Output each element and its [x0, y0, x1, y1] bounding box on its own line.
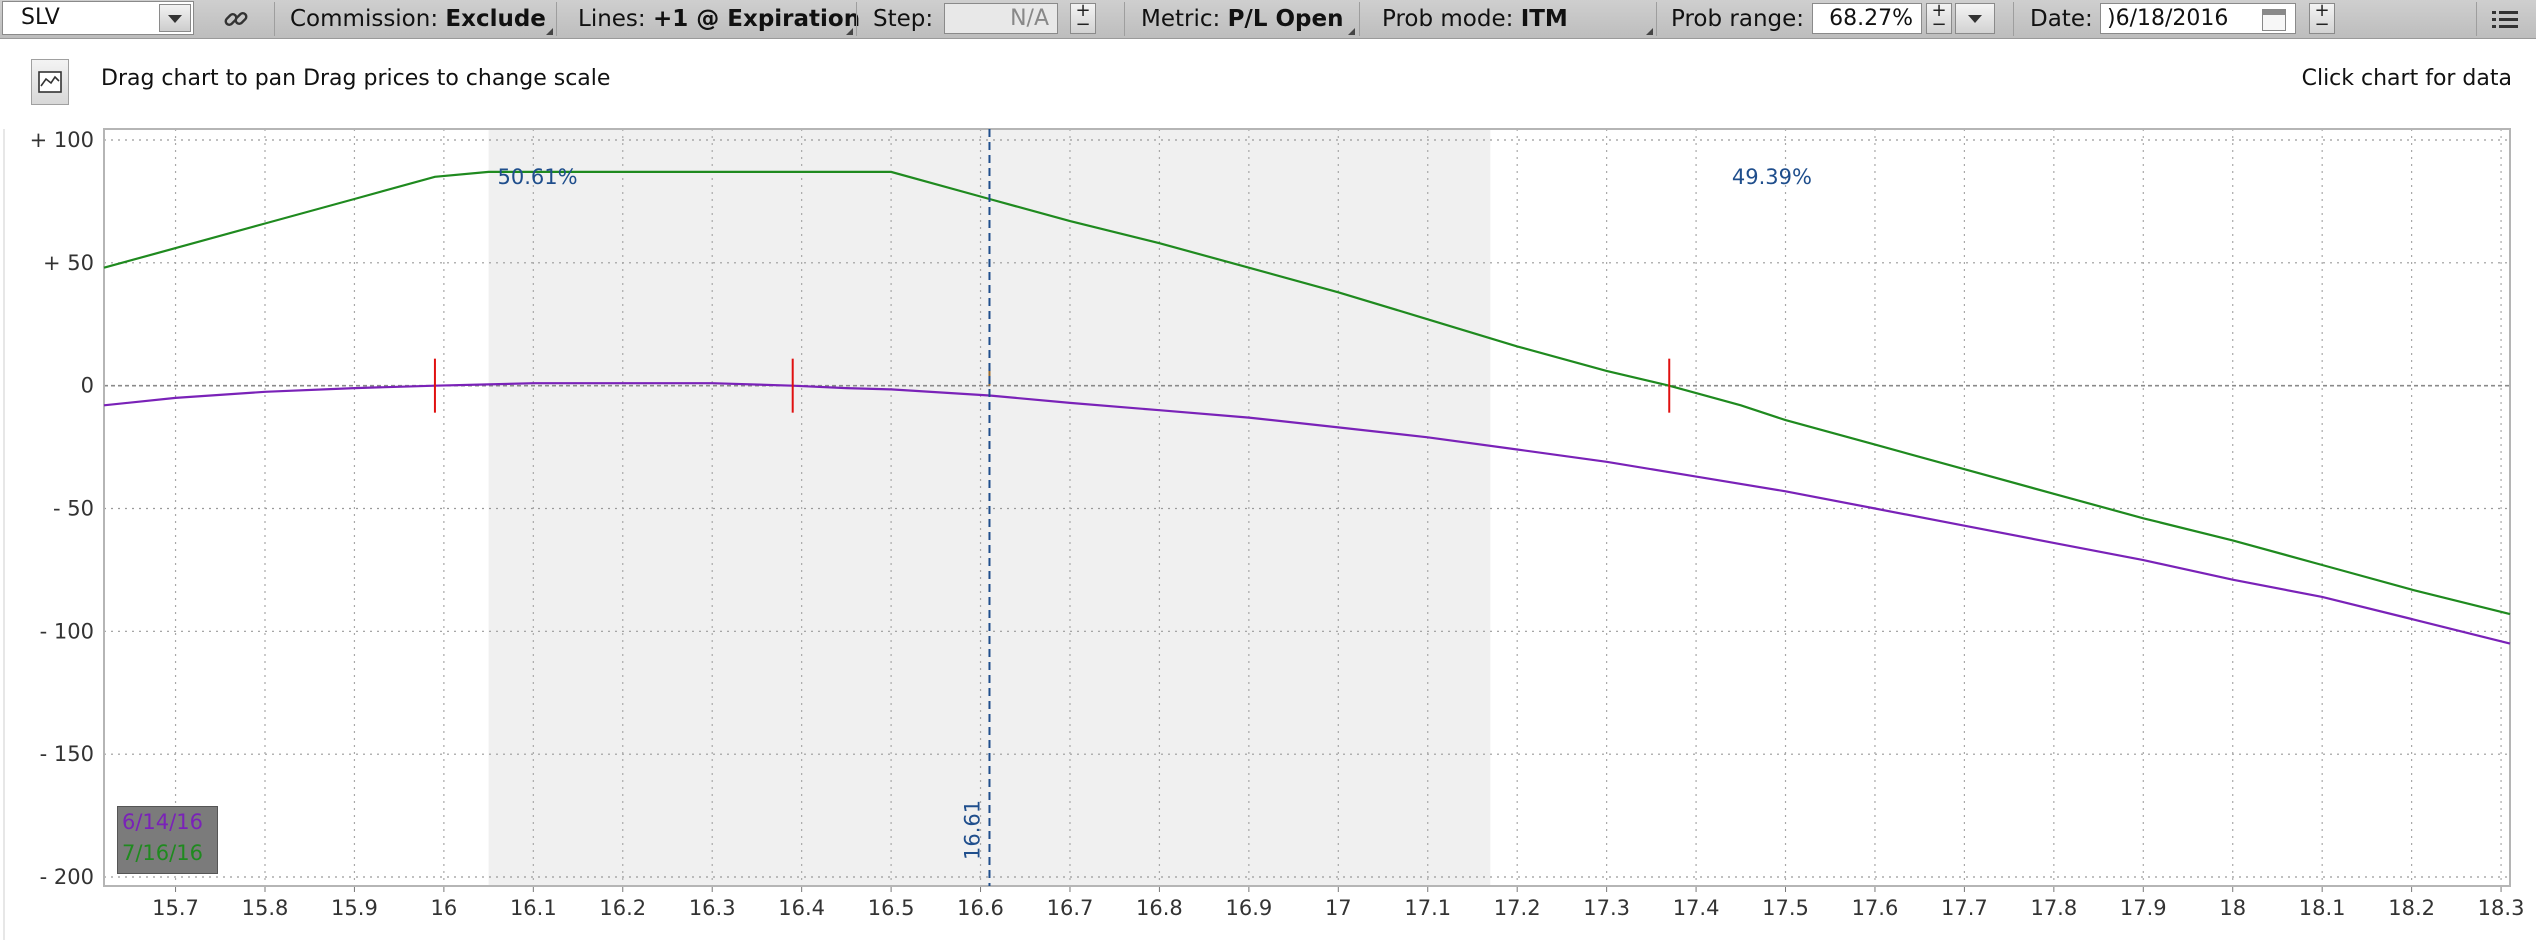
x-tick-label: 17.3: [1583, 896, 1630, 920]
symbol-dropdown-button[interactable]: [159, 4, 191, 32]
x-tick-label: 18.2: [2388, 896, 2435, 920]
y-tick-label: - 150: [40, 742, 94, 766]
calendar-icon[interactable]: [2262, 9, 2286, 31]
link-icon: [224, 12, 248, 26]
date-stepper[interactable]: + −: [2309, 2, 2335, 34]
x-tick-label: 17.7: [1941, 896, 1988, 920]
y-tick-label: - 50: [53, 497, 94, 521]
x-tick-label: 17.9: [2120, 896, 2167, 920]
series-line-1: [103, 382, 2511, 645]
click-chart-hint: Click chart for data: [2301, 66, 2512, 91]
chart-icon: [38, 71, 62, 93]
y-tick-label: - 200: [40, 865, 94, 889]
chart-view-button[interactable]: [31, 59, 69, 105]
x-tick-label: 15.8: [242, 896, 289, 920]
date-label: Date:: [2030, 6, 2093, 32]
x-tick-label: 18: [2219, 896, 2246, 920]
probability-label: 49.39%: [1732, 165, 1812, 189]
y-tick-label: 0: [81, 374, 94, 398]
commission-label: Commission:: [290, 6, 439, 32]
metric-control[interactable]: Metric: P/L Open: [1141, 0, 1344, 38]
probability-label: 50.61%: [498, 165, 578, 189]
chevron-down-icon: [1968, 15, 1982, 23]
legend-series-2: 7/16/16: [122, 841, 203, 865]
metric-label: Metric:: [1141, 6, 1221, 32]
x-tick-label: 16.4: [778, 896, 825, 920]
y-tick-label: + 50: [43, 251, 94, 275]
x-tick-label: 16: [431, 896, 458, 920]
x-tick-label: 17.8: [2030, 896, 2077, 920]
probmode-label: Prob mode:: [1382, 6, 1514, 32]
chevron-down-icon: [168, 15, 182, 23]
x-tick-label: 17: [1325, 896, 1352, 920]
step-stepper[interactable]: + −: [1070, 2, 1096, 34]
lines-label: Lines:: [578, 6, 646, 32]
commission-value[interactable]: Exclude: [445, 6, 546, 32]
step-field[interactable]: N/A: [944, 3, 1058, 34]
x-tick-label: 17.5: [1762, 896, 1809, 920]
x-tick-label: 16.3: [689, 896, 736, 920]
metric-value[interactable]: P/L Open: [1227, 6, 1344, 32]
lines-control[interactable]: Lines: +1 @ Expiration: [578, 0, 860, 38]
legend-series-1: 6/14/16: [122, 810, 203, 834]
x-tick-label: 16.8: [1136, 896, 1183, 920]
x-tick-label: 16.6: [957, 896, 1004, 920]
plot-frame: [103, 128, 2511, 887]
x-tick-label: 16.9: [1225, 896, 1272, 920]
x-tick-label: 18.3: [2478, 896, 2525, 920]
symbol-selector[interactable]: SLV: [2, 1, 194, 35]
probmode-control[interactable]: Prob mode: ITM: [1382, 0, 1568, 38]
probrange-stepper[interactable]: + −: [1926, 2, 1952, 34]
series-line-2: [103, 170, 2511, 616]
step-label: Step:: [873, 6, 934, 32]
probrange-dropdown[interactable]: [1955, 3, 1995, 34]
current-price-label: 16.61: [960, 800, 984, 860]
x-tick-label: 16.2: [599, 896, 646, 920]
chart-legend: 6/14/16 7/16/16: [117, 806, 218, 874]
x-tick-label: 16.1: [510, 896, 557, 920]
probrange-label: Prob range:: [1671, 6, 1805, 32]
x-tick-label: 17.2: [1494, 896, 1541, 920]
probmode-value[interactable]: ITM: [1520, 6, 1568, 32]
chart-hint: Drag chart to pan Drag prices to change …: [101, 66, 611, 91]
link-button[interactable]: [222, 0, 250, 38]
y-tick-label: + 100: [30, 128, 94, 152]
x-tick-label: 17.1: [1404, 896, 1451, 920]
x-tick-label: 16.7: [1047, 896, 1094, 920]
x-tick-label: 17.6: [1852, 896, 1899, 920]
x-tick-label: 17.4: [1673, 896, 1720, 920]
x-tick-label: 15.9: [331, 896, 378, 920]
probrange-field[interactable]: 68.27%: [1812, 3, 1922, 34]
x-tick-label: 16.5: [868, 896, 915, 920]
symbol-value[interactable]: SLV: [21, 5, 60, 30]
lines-value[interactable]: +1 @ Expiration: [652, 6, 861, 32]
menu-icon[interactable]: [2492, 10, 2518, 30]
x-tick-label: 18.1: [2299, 896, 2346, 920]
toolbar: SLV Commission: Exclude Lines: +1 @ Expi…: [0, 0, 2536, 39]
x-tick-label: 15.7: [152, 896, 199, 920]
y-tick-label: - 100: [40, 619, 94, 643]
commission-control[interactable]: Commission: Exclude: [290, 0, 546, 38]
